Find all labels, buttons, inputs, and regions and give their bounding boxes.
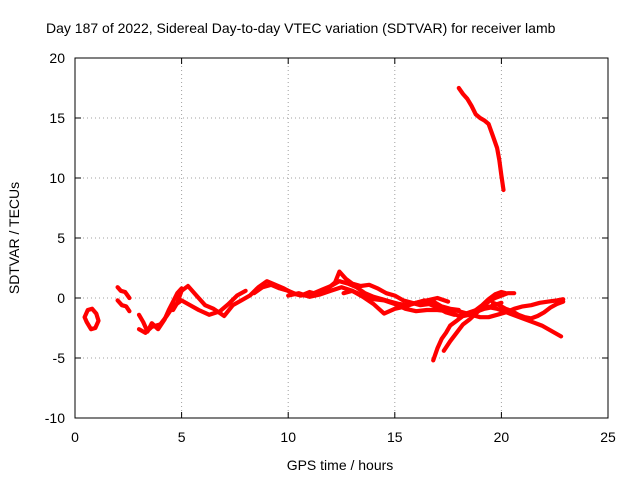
x-tick-label: 5	[178, 429, 186, 445]
series-track-a	[82, 306, 101, 332]
series-layer	[82, 85, 566, 363]
series-track-o	[456, 85, 506, 193]
x-tick-label: 15	[387, 429, 403, 445]
series-track-e	[136, 288, 248, 335]
y-tick-label: 10	[49, 170, 65, 186]
grid-lines	[75, 58, 608, 418]
x-tick-label: 25	[600, 429, 616, 445]
series-track-n	[490, 299, 566, 321]
series-track-h	[286, 285, 451, 316]
series-track-b	[115, 285, 132, 301]
x-tick-label: 0	[71, 429, 79, 445]
x-tick-label: 20	[494, 429, 510, 445]
y-axis: -10 -5 0 5 10 15 20	[45, 50, 608, 426]
y-tick-label: -5	[53, 350, 66, 366]
x-axis-label: GPS time / hours	[287, 457, 394, 473]
y-tick-label: 5	[57, 230, 65, 246]
x-tick-label: 10	[280, 429, 296, 445]
series-track-l	[469, 305, 564, 339]
y-tick-label: 20	[49, 50, 65, 66]
y-axis-label: SDTVAR / TECUs	[6, 182, 22, 294]
plot-frame	[74, 57, 609, 419]
series-track-c	[115, 298, 132, 314]
y-tick-label: 15	[49, 110, 65, 126]
y-tick-label: 0	[57, 290, 65, 306]
x-axis: 0 5 10 15 20 25	[71, 58, 616, 445]
chart-title: Day 187 of 2022, Sidereal Day-to-day VTE…	[46, 20, 556, 36]
y-tick-label: -10	[45, 410, 65, 426]
